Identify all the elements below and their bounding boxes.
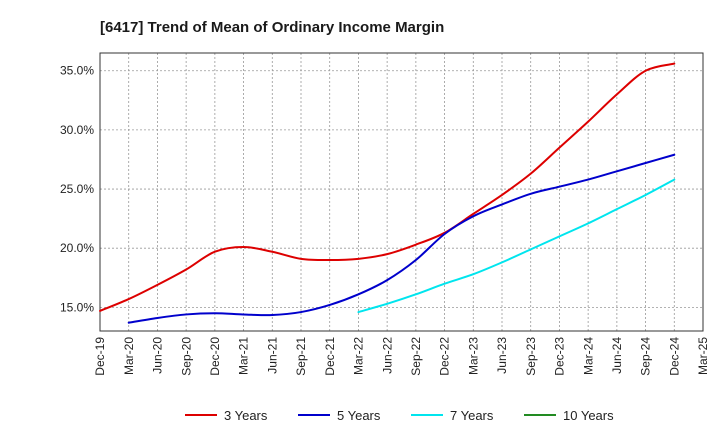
series-line-5-years bbox=[127, 153, 676, 324]
y-tick-label: 35.0% bbox=[60, 64, 94, 78]
series-line-3-years bbox=[99, 62, 676, 312]
series-line-7-years bbox=[357, 178, 676, 314]
x-tick-label: Dec-24 bbox=[667, 337, 681, 376]
chart-title: [6417] Trend of Mean of Ordinary Income … bbox=[100, 19, 444, 36]
x-tick-label: Jun-24 bbox=[610, 337, 624, 374]
x-tick-label: Mar-23 bbox=[466, 337, 480, 375]
x-tick-label: Mar-21 bbox=[237, 337, 251, 375]
plot-frame bbox=[99, 52, 704, 332]
x-tick-label: Jun-22 bbox=[380, 337, 394, 374]
series-layer bbox=[99, 62, 676, 324]
x-tick-label: Dec-20 bbox=[208, 337, 222, 376]
x-tick-label: Jun-20 bbox=[151, 337, 165, 374]
y-tick-label: 20.0% bbox=[60, 241, 94, 255]
x-tick-label: Sep-24 bbox=[639, 337, 653, 376]
axes: Dec-19 Mar-20 Jun-20 Sep-20 Dec-20 Mar-21 Jun-… bbox=[60, 64, 710, 376]
y-tick-label: 25.0% bbox=[60, 182, 94, 196]
x-tick-label: Jun-23 bbox=[495, 337, 509, 374]
y-tick-label: 15.0% bbox=[60, 300, 94, 314]
x-tick-label: Dec-21 bbox=[323, 337, 337, 376]
grid bbox=[100, 53, 703, 331]
legend-label-3-years: 3 Years bbox=[224, 408, 268, 423]
x-tick-label: Jun-21 bbox=[265, 337, 279, 374]
legend-label-10-years: 10 Years bbox=[563, 408, 614, 423]
x-tick-label: Mar-25 bbox=[696, 337, 710, 375]
x-tick-label: Dec-22 bbox=[438, 337, 452, 376]
x-tick-label: Mar-20 bbox=[122, 337, 136, 375]
x-tick-label: Sep-20 bbox=[179, 337, 193, 376]
x-tick-label: Mar-24 bbox=[581, 337, 595, 375]
y-tick-label: 30.0% bbox=[60, 123, 94, 137]
x-tick-label: Mar-22 bbox=[352, 337, 366, 375]
legend-label-5-years: 5 Years bbox=[337, 408, 381, 423]
x-tick-label: Sep-23 bbox=[524, 337, 538, 376]
x-tick-label: Dec-23 bbox=[553, 337, 567, 376]
x-tick-label: Sep-21 bbox=[294, 337, 308, 376]
legend-label-7-years: 7 Years bbox=[450, 408, 494, 423]
legend: 3 Years 5 Years 7 Years 10 Years bbox=[185, 408, 614, 423]
x-tick-label: Sep-22 bbox=[409, 337, 423, 376]
x-tick-label: Dec-19 bbox=[93, 337, 107, 376]
